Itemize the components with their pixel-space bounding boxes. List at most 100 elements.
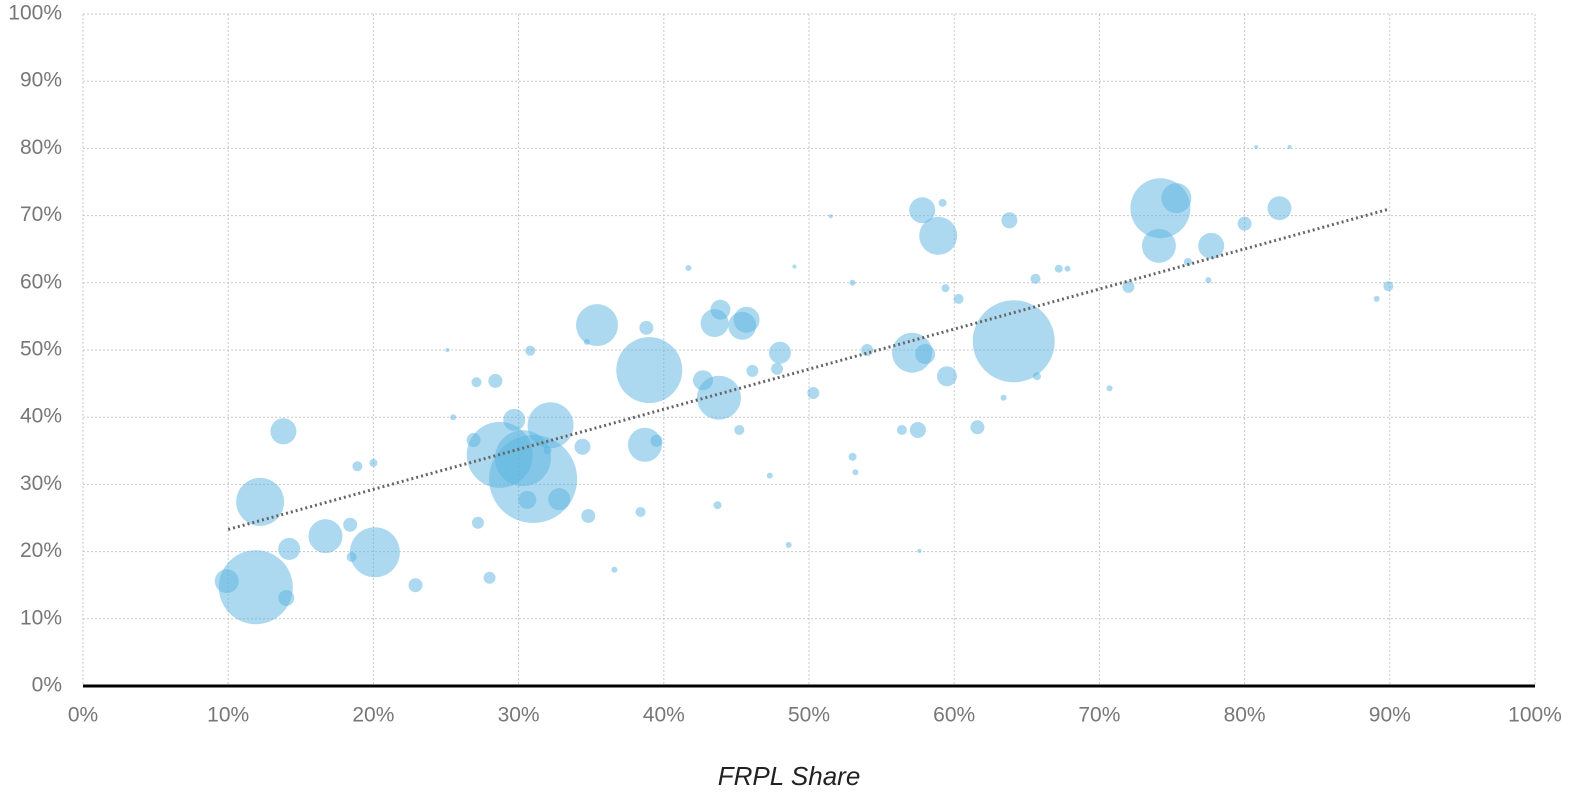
bubble <box>518 490 537 509</box>
bubble <box>1205 277 1212 284</box>
y-tick-label: 50% <box>20 338 62 361</box>
bubble <box>616 337 683 404</box>
bubble <box>941 284 950 293</box>
bubble <box>785 541 792 548</box>
bubble <box>896 424 907 435</box>
bubble <box>543 446 552 455</box>
bubble <box>471 516 484 529</box>
bubble <box>278 537 301 560</box>
bubble <box>848 452 857 461</box>
trend-line <box>227 207 1391 531</box>
bubble <box>466 433 481 448</box>
bubble <box>1054 264 1063 273</box>
bubble <box>308 519 343 554</box>
bubble <box>915 344 936 365</box>
bubble <box>548 488 571 511</box>
x-tick-label: 90% <box>1369 704 1411 727</box>
bubble <box>270 418 297 445</box>
bubble <box>1030 273 1041 284</box>
bubble <box>771 362 784 375</box>
bubble <box>849 279 856 286</box>
bubble <box>635 506 646 517</box>
bubble <box>768 341 791 364</box>
bubble <box>236 477 285 526</box>
bubble <box>792 264 797 269</box>
bubble <box>919 216 958 255</box>
bubble <box>970 420 985 435</box>
bubble <box>909 421 926 438</box>
x-tick-label: 0% <box>68 704 98 727</box>
bubble <box>583 338 590 345</box>
bubble <box>343 517 358 532</box>
bubble <box>369 458 378 467</box>
bubble <box>483 571 496 584</box>
x-tick-label: 50% <box>788 704 830 727</box>
bubble <box>503 408 526 431</box>
bubble <box>1141 228 1176 263</box>
y-tick-label: 60% <box>20 270 62 293</box>
bubble <box>1237 216 1252 231</box>
bubble <box>733 306 760 333</box>
y-tick-label: 70% <box>20 203 62 226</box>
bubble <box>352 461 363 472</box>
bubble <box>1032 372 1041 381</box>
bubble <box>576 304 619 347</box>
x-tick-label: 10% <box>207 704 249 727</box>
bubble <box>685 265 692 272</box>
x-tick-label: 60% <box>933 704 975 727</box>
bubble <box>639 320 654 335</box>
bubble <box>1122 280 1135 293</box>
bubble <box>1373 295 1380 302</box>
bubble <box>581 508 596 523</box>
x-tick-label: 70% <box>1078 704 1120 727</box>
y-tick-label: 10% <box>20 606 62 629</box>
x-tick-label: 30% <box>498 704 540 727</box>
bubble <box>349 527 400 578</box>
bubble <box>527 402 574 449</box>
bubble <box>1183 257 1192 266</box>
bubble <box>1001 212 1018 229</box>
bubble <box>766 472 773 479</box>
y-tick-label: 30% <box>20 472 62 495</box>
bubble <box>713 501 722 510</box>
bubble <box>1254 145 1259 150</box>
y-tick-label: 90% <box>20 69 62 92</box>
bubble <box>445 348 450 352</box>
bubble <box>917 548 922 553</box>
bubble <box>650 434 663 447</box>
x-axis-label: FRPL Share <box>718 761 861 791</box>
bubble <box>408 578 423 593</box>
bubble <box>972 300 1055 383</box>
y-tick-label: 80% <box>20 136 62 159</box>
bubble <box>746 364 759 377</box>
x-tick-label: 80% <box>1224 704 1266 727</box>
bubble <box>861 344 874 356</box>
bubble <box>471 377 482 388</box>
bubble <box>807 387 820 400</box>
bubble <box>488 373 503 388</box>
y-tick-label: 100% <box>8 2 62 25</box>
bubble <box>696 375 741 420</box>
bubble <box>1287 145 1292 150</box>
bubble <box>1000 394 1007 401</box>
bubble <box>710 299 731 320</box>
y-tick-label: 40% <box>20 405 62 428</box>
bubble <box>1267 196 1292 221</box>
x-tick-label: 20% <box>352 704 394 727</box>
bubble <box>828 214 833 219</box>
bubble <box>953 293 964 304</box>
bubble <box>214 569 239 594</box>
y-tick-label: 0% <box>32 674 62 697</box>
bubble <box>1064 265 1071 272</box>
bubble <box>1198 232 1225 259</box>
bubble <box>909 197 936 224</box>
bubble <box>1106 385 1113 392</box>
bubble <box>278 589 295 606</box>
bubble <box>574 438 591 455</box>
x-tick-label: 100% <box>1508 704 1562 727</box>
y-tick-label: 20% <box>20 539 62 562</box>
bubble <box>218 550 293 625</box>
bubble <box>938 198 947 207</box>
bubble <box>852 469 859 476</box>
